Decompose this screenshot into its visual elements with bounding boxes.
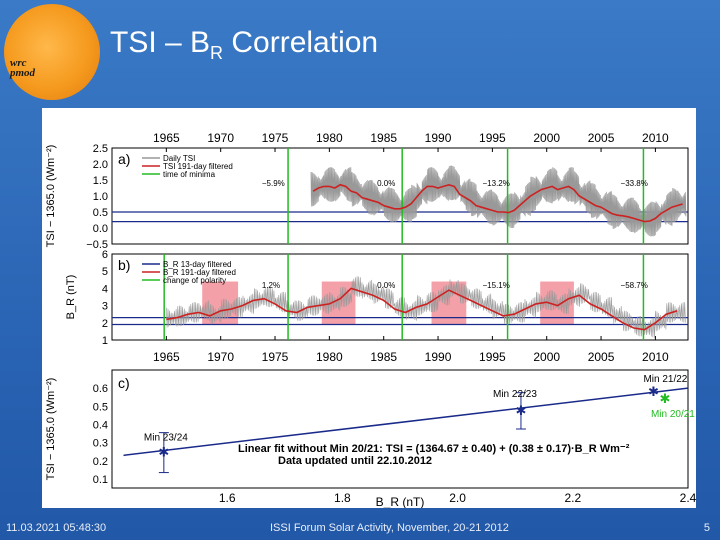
top-year-tick-9: 2010 <box>642 131 669 145</box>
figure-svg: 1965 1965 1970 1970 1975 1975 1980 1980 1985 1985… <box>45 131 697 509</box>
top-year-tick-7: 2000 <box>533 131 560 145</box>
c-ytick-0: 0.6 <box>93 383 108 395</box>
figure-panel: 1965 1965 1970 1970 1975 1975 1980 1980 1985 1985… <box>42 108 697 509</box>
b-annotation-2: −15.1% <box>483 281 510 290</box>
mid-year-tick-4: 1985 <box>370 350 397 364</box>
a-ytick-0: 2.5 <box>93 143 108 155</box>
b-panel-label: b) <box>118 257 130 273</box>
c-point-0: ✱ <box>158 445 169 460</box>
mid-year-tick-6: 1995 <box>479 350 506 364</box>
mid-year-tick-3: 1980 <box>316 350 343 364</box>
panel-frame-1 <box>111 253 689 341</box>
b-legend-text-1: B_R 191-day filtered <box>163 268 236 277</box>
b-ylabel: B_R (nT) <box>65 275 77 320</box>
c-point-label-0: Min 23/24 <box>144 433 188 444</box>
c-xtick-3: 2.2 <box>564 491 581 505</box>
a-annotation-1: 0.0% <box>377 179 395 188</box>
c-xtick-4: 2.4 <box>680 491 696 505</box>
b-legend-text-0: B_R 13-day filtered <box>163 260 231 269</box>
footer-event: ISSI Forum Solar Activity, November, 20-… <box>270 522 509 534</box>
c-point-label-2: Min 21/22 <box>643 374 687 385</box>
c-ytick-5: 0.1 <box>93 474 108 486</box>
top-year-tick-6: 1995 <box>479 131 506 145</box>
c-ytick-3: 0.3 <box>93 438 108 450</box>
a-ytick-6: −0.5 <box>86 239 108 251</box>
sun-image <box>4 4 100 100</box>
top-year-tick-0: 1965 <box>153 131 180 145</box>
a-tsi-filtered-line <box>312 183 683 223</box>
b-ytick-4: 2 <box>102 318 108 330</box>
c-fit-line <box>123 387 689 457</box>
a-ylabel: TSI − 1365.0 (Wm⁻²) <box>45 145 57 248</box>
pmod-wrc-logo: wrc pmod <box>10 57 36 79</box>
c-xtick-0: 1.6 <box>219 491 236 505</box>
a-legend-text-1: TSI 191-day filtered <box>163 162 233 171</box>
b-ytick-3: 3 <box>102 301 108 313</box>
b-ytick-1: 5 <box>102 266 108 278</box>
b-legend-text-2: change of polarity <box>163 276 226 285</box>
a-daily-tsi-noise <box>310 165 687 237</box>
b-ytick-2: 4 <box>102 283 108 295</box>
c-xtick-2: 2.0 <box>449 491 466 505</box>
a-ytick-1: 2.0 <box>93 159 108 171</box>
b-ytick-0: 6 <box>102 249 108 261</box>
logo-line-wrc: wrc <box>10 57 27 69</box>
a-ytick-5: 0.0 <box>93 223 108 235</box>
c-ytick-4: 0.2 <box>93 456 108 468</box>
panel-frame-0 <box>111 147 689 245</box>
mid-year-tick-9: 2010 <box>642 350 669 364</box>
title-main: TSI – B <box>110 26 211 59</box>
mid-year-tick-1: 1970 <box>207 350 234 364</box>
c-point-label-3: Min 20/21 <box>651 409 695 420</box>
c-ytick-1: 0.5 <box>93 401 108 413</box>
c-point-2: ✱ <box>648 384 659 399</box>
c-point-label-1: Min 22/23 <box>493 389 537 400</box>
c-panel-label: c) <box>118 375 130 391</box>
top-year-tick-8: 2005 <box>588 131 615 145</box>
b-br-13day-noise <box>166 276 686 339</box>
top-year-tick-3: 1980 <box>316 131 343 145</box>
top-year-tick-4: 1985 <box>370 131 397 145</box>
a-panel-label: a) <box>118 151 130 167</box>
title-rest: Correlation <box>223 26 379 59</box>
title-sub: R <box>210 43 224 63</box>
slide-number: 5 <box>703 522 710 534</box>
c-point-3: ✱ <box>660 391 671 406</box>
mid-year-tick-7: 2000 <box>533 350 560 364</box>
b-annotation-1: 0.0% <box>377 281 395 290</box>
b-annotation-0: 1.2% <box>262 281 280 290</box>
c-fit-equation: Linear fit without Min 20/21: TSI = (136… <box>238 443 630 455</box>
c-ytick-2: 0.4 <box>93 419 108 431</box>
a-annotation-3: −33.8% <box>621 179 648 188</box>
a-annotation-0: −5.9% <box>262 179 285 188</box>
c-ylabel: TSI − 1365.0 (Wm⁻²) <box>45 378 57 481</box>
a-ytick-4: 0.5 <box>93 207 108 219</box>
top-year-tick-1: 1970 <box>207 131 234 145</box>
footer-datetime: 11.03.2021 05:48:30 <box>6 522 107 534</box>
top-year-tick-5: 1990 <box>425 131 452 145</box>
top-year-tick-2: 1975 <box>262 131 289 145</box>
mid-year-tick-2: 1975 <box>262 350 289 364</box>
panel-frame-2 <box>111 369 689 489</box>
mid-year-tick-8: 2005 <box>588 350 615 364</box>
a-legend-text-0: Daily TSI <box>163 154 195 163</box>
a-ytick-2: 1.5 <box>93 175 108 187</box>
c-update-note: Data updated until 22.10.2012 <box>278 455 432 467</box>
b-br-filtered-line <box>166 287 678 331</box>
a-annotation-2: −13.2% <box>483 179 510 188</box>
logo-line-pmod: pmod <box>10 67 36 79</box>
c-xlabel: B_R (nT) <box>376 495 425 508</box>
b-ytick-5: 1 <box>102 335 108 347</box>
c-point-1: ✱ <box>516 403 527 418</box>
b-annotation-3: −58.7% <box>621 281 648 290</box>
a-ytick-3: 1.0 <box>93 191 108 203</box>
slide-title: TSI – BR Correlation <box>110 26 378 64</box>
c-xtick-1: 1.8 <box>334 491 351 505</box>
a-legend-text-2: time of minima <box>163 170 216 179</box>
mid-year-tick-0: 1965 <box>153 350 180 364</box>
mid-year-tick-5: 1990 <box>425 350 452 364</box>
